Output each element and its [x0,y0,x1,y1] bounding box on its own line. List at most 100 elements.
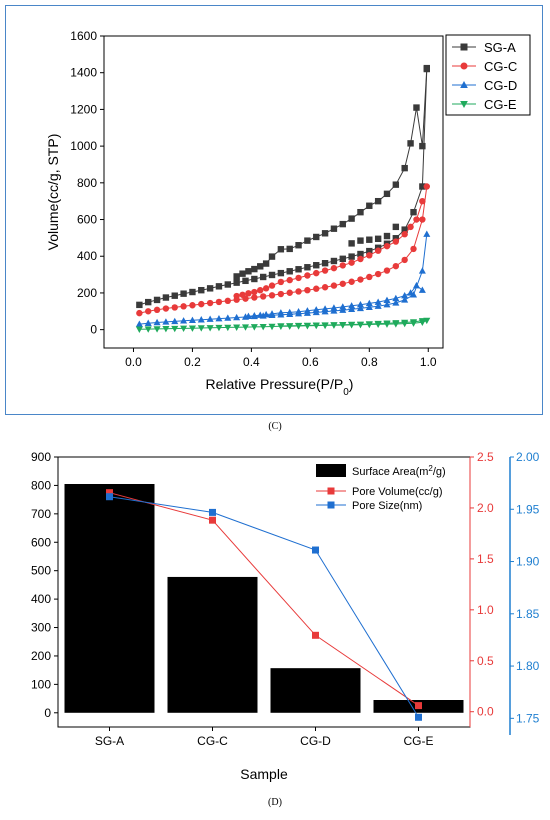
adsorption-point [304,264,311,271]
desorption-point [304,272,311,279]
x-axis-label: Relative Pressure(P/P0) [206,376,354,398]
legend-label: Pore Size(nm) [352,500,422,512]
desorption-point [413,104,420,111]
adsorption-point [136,301,143,309]
desorption-point [286,308,294,316]
adsorption-point [180,290,187,297]
adsorption-point [304,286,311,294]
adsorption-point [321,260,329,267]
adsorption-point [215,324,223,332]
adsorption-point [366,247,373,255]
adsorption-point [348,305,356,312]
adsorption-point [259,323,267,331]
adsorption-point [153,296,161,304]
desorption-point [392,238,400,245]
series-point [106,489,113,497]
desorption-point [262,310,270,318]
desorption-point [313,233,320,241]
x-tick-label: CG-C [197,734,228,748]
desorption-point [330,225,338,232]
adsorption-point [383,267,391,274]
adsorption-point [198,286,205,294]
isotherm-chart: 0 200 400 600 800 1000 1200 1400 1600 0.0 0.2 0.4 0.… [45,29,531,398]
adsorption-point [144,326,152,333]
desorption-point [392,294,400,302]
desorption-point [268,253,276,260]
desorption-point [304,237,311,244]
legend-label-superscript: 2 [428,464,433,473]
desorption-point [366,236,373,243]
desorption-point [356,321,364,329]
adsorption-point [162,294,170,301]
desorption-point [339,220,346,228]
y-right2-tick-label: 1.95 [516,502,540,516]
y-right2-tick-label: 1.75 [516,711,540,725]
panel-c-frame [5,5,543,415]
y-tick-label: 1400 [70,66,97,80]
desorption-point [262,260,270,267]
y-tick-label: 1000 [70,139,97,153]
desorption-point [295,322,303,330]
adsorption-point [135,326,143,333]
desorption-point [419,197,426,205]
panel-d-caption: (D) [268,797,282,808]
adsorption-point [153,326,161,333]
legend-marker [460,101,468,109]
adsorption-point [215,283,223,290]
desorption-point [330,304,338,311]
adsorption-point [224,314,232,321]
y-tick-label: 1200 [70,102,97,116]
adsorption-point [401,256,408,264]
x-axis-label: Sample [240,766,288,782]
desorption-point [374,247,382,254]
desorption-point [239,270,246,277]
adsorption-point [233,313,241,321]
adsorption-point [374,302,382,309]
adsorption-point [418,267,426,274]
adsorption-point [206,299,214,307]
y-tick-label: 0 [90,323,97,337]
desorption-point [374,320,382,328]
adsorption-line [139,234,428,325]
desorption-point [339,321,347,329]
desorption-point [366,252,373,259]
y-right1-tick-label: 2.5 [477,450,494,464]
series-point [312,546,319,554]
adsorption-point [410,291,418,298]
desorption-point [357,237,364,244]
y-axis-label: Volume(cc/g, STP) [45,134,61,251]
y-left-tick-label: 600 [31,535,51,549]
y-left-tick-label: 500 [31,564,51,578]
desorption-point [286,323,294,330]
desorption-point [356,301,364,308]
desorption-point [250,312,258,319]
adsorption-point [259,293,267,300]
adsorption-line [139,68,428,306]
desorption-point [233,273,240,280]
legend-marker [460,43,468,51]
desorption-point [419,142,426,150]
x-axis-label-main: Relative Pressure(P/P [206,376,344,392]
desorption-point [374,298,382,305]
adsorption-point [197,325,205,332]
desorption-point [383,190,391,198]
y-left-tick-label: 200 [31,649,51,663]
y-tick-label: 200 [77,286,97,300]
y-right1-tick-label: 1.5 [477,552,494,566]
legend-box [445,34,531,116]
desorption-point [251,265,258,273]
adsorption-point [366,273,373,281]
desorption-point [303,307,311,314]
adsorption-point [180,325,188,333]
desorption-point [401,231,408,238]
legend-label-close: /g) [433,466,446,478]
adsorption-point [339,255,346,263]
legend-label: Pore Volume(cc/g) [352,486,442,498]
adsorption-point [348,253,355,260]
adsorption-point [224,324,232,332]
adsorption-point [233,324,241,331]
x-tick-label: CG-D [300,734,331,748]
adsorption-point [268,271,276,279]
desorption-point [392,223,400,231]
desorption-point [339,303,347,310]
